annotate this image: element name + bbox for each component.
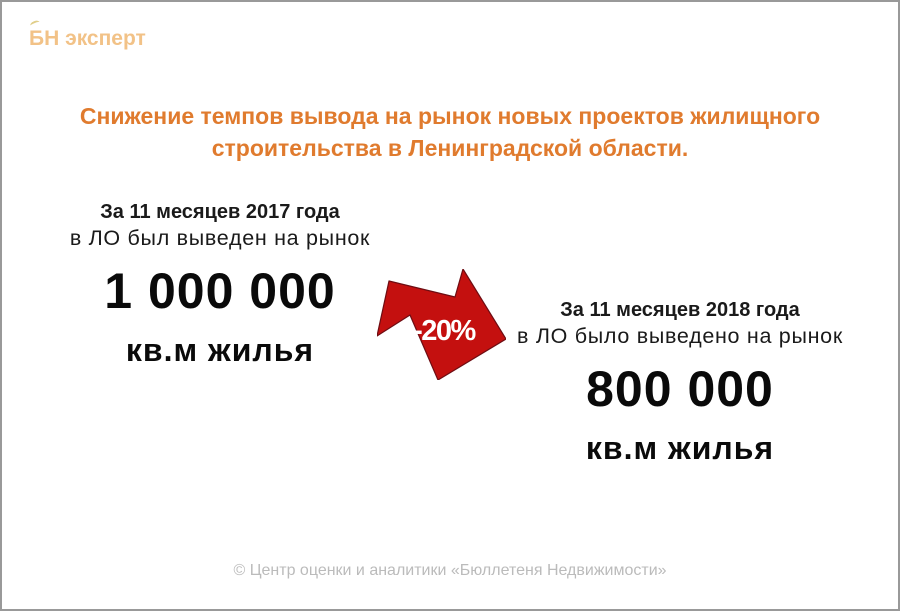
svg-text:-20%: -20%: [413, 315, 476, 347]
